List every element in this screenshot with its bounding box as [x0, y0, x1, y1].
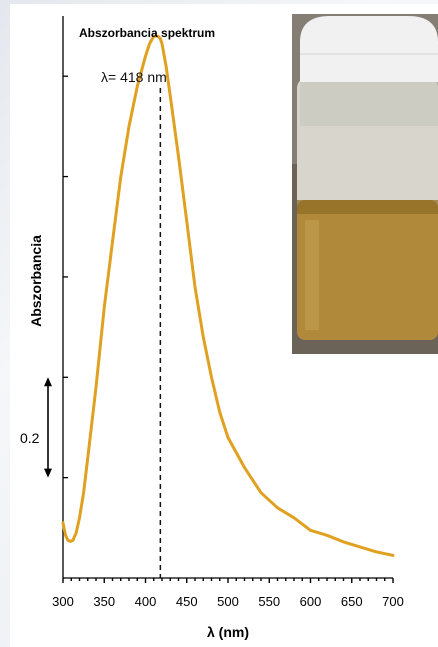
x-tick-label: 700 — [382, 594, 404, 609]
x-axis-label: λ (nm) — [207, 624, 249, 640]
x-tick-label: 350 — [93, 594, 115, 609]
absorbance-curve — [61, 34, 395, 557]
vial-liquid-highlight — [305, 220, 319, 330]
x-tick-label: 400 — [135, 594, 157, 609]
vial-cap — [300, 16, 438, 82]
x-tick-label: 450 — [176, 594, 198, 609]
vial-photo — [292, 14, 438, 354]
y-ticks — [63, 75, 68, 479]
x-tick-label: 300 — [52, 594, 74, 609]
vial-liquid-meniscus — [297, 200, 438, 214]
scale-bar-label: 0.2 — [20, 430, 40, 446]
y-axis-label: Abszorbancia — [28, 235, 44, 327]
x-tick-labels: 300 350 400 450 500 550 600 650 700 — [52, 594, 404, 609]
peak-label: λ= 418 nm — [101, 69, 167, 85]
vial-neck-band — [300, 78, 438, 126]
x-tick-label: 550 — [258, 594, 280, 609]
x-tick-label: 500 — [217, 594, 239, 609]
scale-bar-arrow-up — [44, 377, 52, 387]
x-tick-label: 600 — [300, 594, 322, 609]
scale-bar-arrow-down — [44, 468, 52, 478]
vial-liquid — [297, 200, 438, 340]
x-tick-label: 650 — [341, 594, 363, 609]
scale-bar — [44, 377, 52, 478]
x-minor-ticks — [62, 578, 394, 583]
chart-title: Abszorbancia spektrum — [79, 26, 215, 40]
